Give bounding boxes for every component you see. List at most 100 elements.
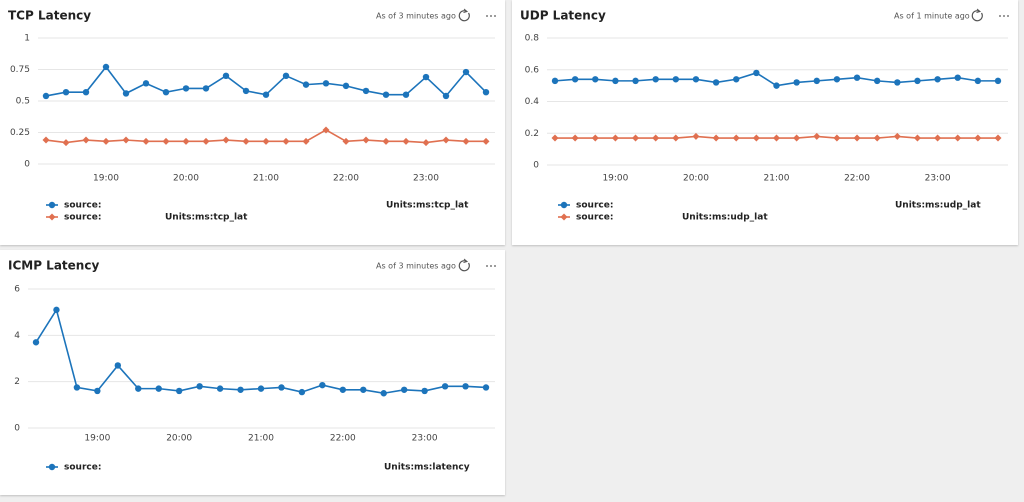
y-tick-label: 0.2 [525,129,539,139]
marker [893,132,901,140]
marker [322,126,330,134]
marker [954,134,962,142]
marker [974,77,982,85]
y-tick-label: 0.75 [10,65,30,75]
marker [42,92,50,100]
marker [813,132,821,140]
marker [934,76,941,83]
marker [102,63,110,71]
x-tick-label: 21:00 [764,174,790,184]
marker [652,76,659,83]
marker [400,386,408,393]
x-tick-label: 21:00 [253,174,279,184]
status: As of 3 minutes ago [376,262,456,271]
tile-title: ICMP Latency [8,259,99,273]
x-tick-label: 22:00 [844,174,870,184]
dot [494,265,496,267]
more-button[interactable] [486,15,496,17]
y-tick-label: 0.4 [525,97,540,107]
marker [222,72,230,80]
marker [362,136,370,144]
dot [490,15,492,17]
marker [954,74,961,81]
marker [237,386,244,393]
marker [422,139,430,147]
marker [994,134,1002,142]
refresh-button[interactable] [971,8,983,22]
marker [122,136,130,144]
refresh-arrow [463,258,469,263]
marker [262,91,270,98]
marker [873,77,881,85]
y-tick-label: 0 [24,160,30,170]
marker [571,134,579,142]
x-tick-label: 22:00 [330,434,356,444]
marker [632,134,640,142]
marker [48,213,56,221]
marker [994,77,1002,85]
marker [342,82,350,90]
y-tick-label: 4 [14,331,20,341]
dot [494,15,496,17]
marker [873,134,881,142]
marker [48,463,56,471]
tile: TCP Latency As of 3 minutes ago 0 0.25 0.5 0.… [0,0,505,245]
refresh-arrow [976,8,982,13]
marker [402,91,410,98]
marker [242,87,250,95]
marker [442,136,450,144]
marker [551,134,559,142]
marker [712,134,720,142]
marker [162,88,170,96]
marker [48,201,56,209]
marker [142,80,150,87]
more-button[interactable] [486,265,496,267]
tcp-chart: TCP Latency As of 3 minutes ago 0 0.25 0.5 0.… [8,8,496,223]
marker [122,90,130,97]
marker [382,137,390,145]
marker [692,132,700,140]
marker [155,385,162,392]
x-tick-label: 21:00 [248,434,274,444]
marker [462,68,470,76]
marker [441,383,449,390]
y-tick-label: 0.25 [10,128,30,138]
legend-units: Units:ms:udp_lat [682,213,768,223]
marker [894,79,901,86]
y-tick-label: 0.5 [16,97,30,107]
marker [632,77,639,85]
legend-label: source: [64,213,101,223]
marker [672,134,680,142]
tile-title: UDP Latency [520,9,606,23]
marker [793,134,801,142]
marker [773,134,780,142]
marker [242,137,250,145]
marker [114,362,122,369]
marker [591,134,599,142]
marker [462,383,469,390]
legend-label: source: [576,213,613,223]
x-tick-label: 22:00 [333,174,359,184]
dot [1003,15,1005,17]
marker [793,79,800,86]
x-tick-label: 19:00 [602,174,628,184]
marker [672,76,680,83]
marker [421,387,428,395]
marker [282,137,290,145]
marker [94,387,101,395]
refresh-button[interactable] [458,8,470,22]
more-button[interactable] [999,15,1009,17]
marker [652,134,660,142]
marker [914,77,921,85]
refresh-button[interactable] [458,258,470,272]
y-tick-label: 6 [14,285,20,295]
marker [360,386,367,393]
tile: UDP Latency As of 1 minute ago 0 0.2 0.4 0.6 0… [512,0,1018,245]
marker [934,134,942,142]
marker [142,137,150,145]
marker [611,134,619,142]
marker [62,139,70,147]
dot [486,15,488,17]
marker [752,134,760,142]
